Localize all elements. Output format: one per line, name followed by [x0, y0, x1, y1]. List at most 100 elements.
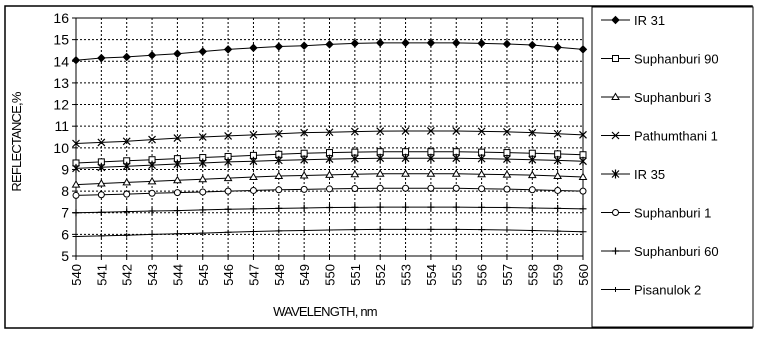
- data-point-circle: [300, 185, 308, 193]
- data-point-circle: [452, 184, 460, 192]
- data-point-x: [97, 138, 106, 147]
- data-point-diamond: [198, 47, 207, 56]
- x-tick-label: 556: [475, 264, 490, 286]
- legend-entry: Suphanburi 1: [601, 206, 711, 221]
- data-point-plus: [376, 203, 384, 211]
- data-point-plus: [224, 205, 232, 213]
- data-point-plus: [199, 206, 207, 214]
- data-point-plus: [123, 208, 131, 216]
- data-point-triangle: [173, 175, 182, 184]
- data-point-circle: [326, 185, 333, 193]
- x-tick-label: 542: [120, 264, 135, 286]
- data-point-diamond: [426, 38, 436, 48]
- x-tick-label: 557: [500, 264, 515, 286]
- x-tick-label: 547: [246, 264, 261, 286]
- data-point-diamond: [452, 38, 461, 48]
- data-point-plus: [528, 204, 536, 212]
- x-tick-label: 554: [424, 264, 439, 286]
- data-point-diamond: [528, 40, 537, 50]
- y-tick-label: 16: [53, 10, 69, 26]
- legend-label: Pisanulok 2: [634, 283, 701, 298]
- data-point-dash: [376, 226, 384, 232]
- data-point-diamond: [299, 41, 309, 50]
- data-point-circle: [275, 186, 283, 194]
- legend-entry: Suphanburi 3: [601, 90, 711, 105]
- data-point-dash: [554, 228, 562, 234]
- data-point-triangle: [426, 169, 436, 177]
- data-point-x: [452, 127, 461, 135]
- data-point-circle: [554, 186, 562, 194]
- series-0: [71, 38, 588, 65]
- data-point-diamond: [611, 15, 620, 25]
- data-point-dash: [173, 231, 181, 237]
- legend-entry: IR 35: [601, 167, 665, 182]
- data-point-plus: [503, 204, 511, 212]
- data-point-dash: [579, 229, 587, 235]
- data-point-dash: [148, 231, 156, 237]
- series-5: [72, 184, 587, 199]
- x-tick-label: 553: [399, 264, 414, 286]
- x-tick-label: 552: [373, 264, 388, 286]
- data-point-x: [528, 128, 537, 137]
- data-point-plus: [275, 204, 283, 212]
- legend-entry: Suphanburi 90: [601, 52, 719, 67]
- x-tick-label: 550: [323, 264, 338, 286]
- y-tick-label: 9: [61, 161, 69, 177]
- data-point-circle: [97, 191, 105, 199]
- data-point-triangle: [96, 179, 106, 187]
- data-point-triangle: [451, 169, 461, 177]
- data-point-star: [503, 154, 511, 164]
- data-point-triangle: [375, 169, 385, 177]
- data-point-diamond: [71, 55, 81, 65]
- data-point-x: [173, 134, 182, 143]
- data-point-diamond: [122, 52, 131, 62]
- data-point-diamond: [350, 39, 360, 48]
- data-point-dash: [478, 227, 486, 233]
- data-point-diamond: [249, 43, 258, 53]
- data-point-triangle: [611, 92, 620, 100]
- data-point-plus: [326, 204, 333, 212]
- data-point-diamond: [223, 45, 233, 54]
- data-point-dash: [326, 227, 333, 233]
- data-point-dash: [72, 234, 80, 240]
- data-point-x: [300, 128, 309, 137]
- data-point-circle: [351, 184, 359, 192]
- data-point-diamond: [375, 38, 385, 48]
- data-point-x: [503, 127, 511, 136]
- data-point-star: [376, 153, 385, 163]
- data-point-star: [122, 161, 131, 171]
- data-point-dash: [351, 227, 359, 233]
- x-tick-label: 560: [576, 264, 591, 286]
- data-point-circle: [579, 187, 587, 195]
- data-point-triangle: [527, 170, 537, 179]
- data-point-star: [198, 158, 207, 168]
- y-tick-label: 13: [53, 75, 69, 91]
- data-point-dash: [224, 229, 232, 235]
- data-point-triangle: [477, 169, 486, 178]
- data-point-triangle: [147, 176, 157, 185]
- data-point-dash: [199, 230, 207, 236]
- legend-entry: Suphanburi 60: [601, 244, 719, 259]
- data-point-triangle: [401, 169, 410, 177]
- x-tick-label: 558: [525, 264, 540, 286]
- x-axis-label: WAVELENGTH, nm: [273, 304, 377, 319]
- series-2: [71, 169, 588, 188]
- series-4: [72, 153, 587, 173]
- series-1: [72, 148, 587, 167]
- data-point-dash: [249, 229, 257, 235]
- data-point-triangle: [223, 173, 233, 182]
- data-point-circle: [123, 190, 131, 198]
- data-point-plus: [427, 203, 435, 211]
- data-point-x: [325, 128, 334, 137]
- data-point-dash: [123, 232, 131, 238]
- data-point-diamond: [401, 38, 410, 48]
- data-point-dash: [528, 227, 536, 233]
- data-point-diamond: [274, 42, 284, 51]
- data-point-x: [426, 127, 435, 135]
- data-point-triangle: [502, 170, 512, 178]
- data-point-triangle: [578, 172, 588, 181]
- data-point-diamond: [325, 40, 334, 49]
- legend-entry: IR 31: [601, 13, 665, 28]
- legend-layer: IR 31 Suphanburi 90 Suphanburi 3 Pathumthan…: [601, 13, 719, 298]
- data-point-star: [477, 154, 486, 164]
